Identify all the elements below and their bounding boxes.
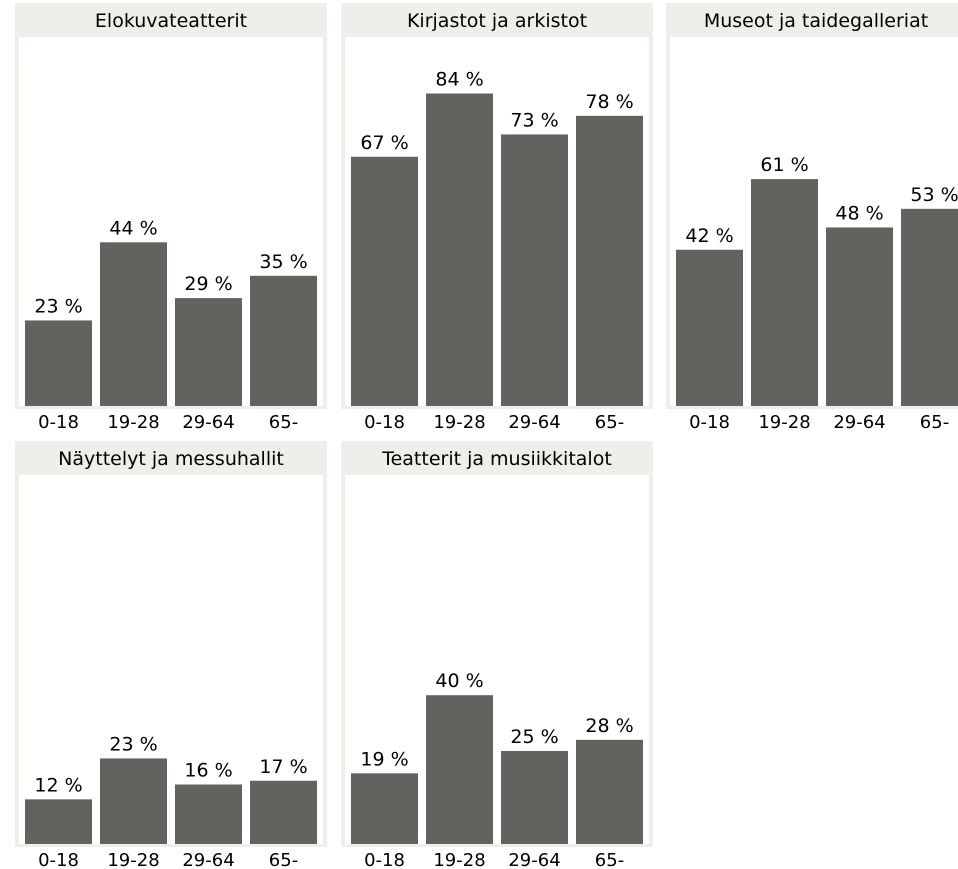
bar xyxy=(676,249,743,406)
chart-title: Museot ja taidegalleriat xyxy=(704,10,928,32)
x-tick-label: 29-64 xyxy=(508,412,560,433)
bar xyxy=(751,179,818,406)
x-tick-label: 65- xyxy=(269,850,298,869)
data-label: 29 % xyxy=(184,273,232,295)
bar xyxy=(351,773,418,844)
chart-panel: Museot ja taidegalleriat 42 % 0-18 61 % 19-2… xyxy=(666,3,958,433)
x-tick-label: 29-64 xyxy=(182,850,234,869)
bar xyxy=(250,275,317,406)
bar xyxy=(250,780,317,844)
x-tick-label: 29-64 xyxy=(833,412,885,433)
bar xyxy=(501,751,568,844)
x-tick-label: 65- xyxy=(595,412,624,433)
bar xyxy=(576,739,643,844)
data-label: 40 % xyxy=(435,670,483,692)
chart-title: Näyttelyt ja messuhallit xyxy=(58,448,284,470)
x-tick-label: 0-18 xyxy=(38,850,79,869)
chart-panel: Elokuvateatterit 23 % 0-18 44 % 19-28 29 % 29-… xyxy=(15,3,327,433)
bar xyxy=(25,799,92,844)
data-label: 67 % xyxy=(360,132,408,154)
bar xyxy=(25,320,92,406)
bar xyxy=(351,156,418,406)
x-tick-label: 65- xyxy=(269,412,298,433)
bar xyxy=(901,208,958,406)
bar xyxy=(175,298,242,406)
data-label: 28 % xyxy=(585,715,633,737)
data-label: 53 % xyxy=(910,184,958,206)
chart-title: Kirjastot ja arkistot xyxy=(407,10,587,32)
bar xyxy=(100,242,167,406)
data-label: 84 % xyxy=(435,69,483,91)
data-label: 23 % xyxy=(34,295,82,317)
data-label: 78 % xyxy=(585,91,633,113)
x-tick-label: 19-28 xyxy=(107,412,159,433)
data-label: 61 % xyxy=(760,154,808,176)
x-tick-label: 0-18 xyxy=(364,850,405,869)
data-label: 23 % xyxy=(109,733,157,755)
bar xyxy=(501,134,568,406)
bar xyxy=(576,115,643,406)
x-tick-label: 19-28 xyxy=(433,850,485,869)
bar xyxy=(426,695,493,844)
x-tick-label: 19-28 xyxy=(758,412,810,433)
data-label: 44 % xyxy=(109,217,157,239)
chart-title: Elokuvateatterit xyxy=(95,10,247,32)
bar xyxy=(175,784,242,844)
data-label: 16 % xyxy=(184,759,232,781)
bar xyxy=(826,227,893,406)
x-tick-label: 29-64 xyxy=(182,412,234,433)
x-tick-label: 65- xyxy=(595,850,624,869)
x-tick-label: 0-18 xyxy=(689,412,730,433)
bar xyxy=(426,93,493,407)
chart-panel: Teatterit ja musiikkitalot 19 % 0-18 40 % 19… xyxy=(341,441,653,869)
chart-panel: Kirjastot ja arkistot 67 % 0-18 84 % 19-28 73… xyxy=(341,3,653,433)
data-label: 17 % xyxy=(259,756,307,778)
data-label: 48 % xyxy=(835,202,883,224)
chart-title: Teatterit ja musiikkitalot xyxy=(381,448,612,470)
data-label: 12 % xyxy=(34,774,82,796)
bar xyxy=(100,758,167,844)
x-tick-label: 0-18 xyxy=(38,412,79,433)
data-label: 35 % xyxy=(259,251,307,273)
data-label: 25 % xyxy=(510,726,558,748)
data-label: 73 % xyxy=(510,109,558,131)
data-label: 19 % xyxy=(360,748,408,770)
chart-panel: Näyttelyt ja messuhallit 12 % 0-18 23 % 19-2… xyxy=(15,441,327,869)
x-tick-label: 0-18 xyxy=(364,412,405,433)
data-label: 42 % xyxy=(685,225,733,247)
x-tick-label: 19-28 xyxy=(433,412,485,433)
x-tick-label: 19-28 xyxy=(107,850,159,869)
x-tick-label: 29-64 xyxy=(508,850,560,869)
x-tick-label: 65- xyxy=(920,412,949,433)
